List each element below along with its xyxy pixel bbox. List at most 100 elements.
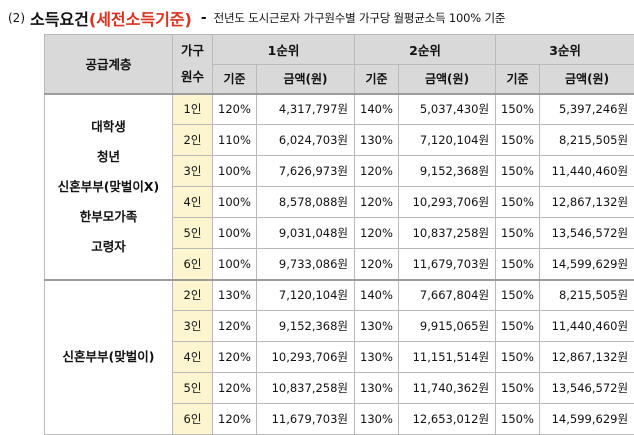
- rank1-amount-cell: 9,733,086원: [255, 248, 356, 280]
- rank1-amount-cell: 6,024,703원: [255, 124, 356, 156]
- supply-tier-cell: 신혼부부(맞벌이): [44, 278, 173, 435]
- table-row: 5인 100% 9,031,048원 120% 10,837,258원 150% 13,54…: [45, 217, 634, 249]
- table-row: 6인 100% 9,733,086원 120% 11,679,703원 150% 14,59…: [45, 248, 634, 280]
- rank3-base-cell: 150%: [495, 403, 541, 435]
- rank2-base-cell: 120%: [354, 186, 400, 218]
- rank2-amount-cell: 12,653,012원: [398, 403, 497, 435]
- household-size-cell: 2인: [172, 124, 213, 156]
- rank3-amount-cell: 14,599,629원: [539, 403, 634, 435]
- rank2-amount-cell: 10,837,258원: [398, 217, 497, 249]
- supply-tier-label: 신혼부부(맞벌이): [62, 349, 155, 365]
- rank2-amount-cell: 9,915,065원: [398, 310, 497, 342]
- supply-tier-label: 청년: [96, 148, 120, 164]
- section-title: 소득요건: [30, 10, 89, 29]
- section-title-highlight: (세전소득기준): [88, 10, 192, 29]
- rank3-base-cell: 150%: [495, 278, 541, 311]
- rank1-amount-cell: 4,317,797원: [255, 92, 356, 125]
- rank1-amount-cell: 9,031,048원: [255, 217, 356, 249]
- rank3-amount-cell: 11,440,460원: [539, 155, 634, 187]
- header-rank2-amount: 금액(원): [398, 64, 497, 94]
- rank3-base-cell: 150%: [495, 217, 541, 249]
- table-row: 6인 120% 11,679,703원 130% 12,653,012원 150% 14,5…: [45, 403, 634, 435]
- household-size-cell: 1인: [172, 92, 213, 125]
- rank3-amount-cell: 12,867,132원: [539, 186, 634, 218]
- table-row: 5인 120% 10,837,258원 130% 11,740,362원 150% 13,5…: [45, 372, 634, 404]
- table-row: 4인 100% 8,578,088원 120% 10,293,706원 150% 12,86…: [45, 186, 634, 218]
- header-rank-2: 2순위: [354, 34, 497, 65]
- rank3-base-cell: 150%: [495, 124, 541, 156]
- rank1-base-cell: 100%: [212, 186, 257, 218]
- rank2-base-cell: 130%: [354, 372, 400, 404]
- rank2-base-cell: 130%: [354, 124, 400, 156]
- rank3-amount-cell: 8,215,505원: [539, 124, 634, 156]
- rank1-amount-cell: 7,626,973원: [255, 155, 356, 187]
- rank1-base-cell: 120%: [212, 310, 257, 342]
- rank1-amount-cell: 9,152,368원: [255, 310, 356, 342]
- header-rank-3: 3순위: [495, 34, 634, 65]
- supply-tier-label: 신혼부부(맞벌이X): [57, 178, 160, 194]
- household-size-cell: 6인: [172, 248, 213, 280]
- income-requirement-table: 공급계층 가구원수 1순위 2순위 3순위 기준 금액(원) 기준 금액(원) …: [44, 34, 634, 435]
- household-size-cell: 2인: [172, 278, 213, 311]
- rank2-base-cell: 140%: [354, 92, 400, 125]
- rank3-base-cell: 150%: [495, 186, 541, 218]
- table-row: 신혼부부(맞벌이) 2인 130% 7,120,104원 140% 7,667,804원 1…: [44, 278, 634, 435]
- section-subtitle: 전년도 도시근로자 가구원수별 가구당 월평균소득 100% 기준: [213, 11, 506, 25]
- rank2-amount-cell: 11,151,514원: [398, 341, 497, 373]
- rank3-amount-cell: 13,546,572원: [539, 217, 634, 249]
- rank3-amount-cell: 11,440,460원: [539, 310, 634, 342]
- rank1-base-cell: 120%: [212, 341, 257, 373]
- rank3-base-cell: 150%: [495, 92, 541, 125]
- rank3-amount-cell: 5,397,246원: [539, 92, 634, 125]
- supply-tier-label: 고령자: [91, 238, 126, 254]
- rank3-amount-cell: 14,599,629원: [539, 248, 634, 280]
- rank2-base-cell: 120%: [354, 155, 400, 187]
- rank1-base-cell: 110%: [212, 124, 257, 156]
- rank2-base-cell: 130%: [354, 341, 400, 373]
- household-size-cell: 3인: [172, 310, 213, 342]
- header-supply-tier: 공급계층: [44, 34, 173, 94]
- rank1-base-cell: 130%: [212, 278, 257, 311]
- rank3-base-cell: 150%: [495, 310, 541, 342]
- household-size-cell: 6인: [172, 403, 213, 435]
- rank2-base-cell: 120%: [354, 248, 400, 280]
- section-heading: (2) 소득요건 (세전소득기준) - 전년도 도시근로자 가구원수별 가구당 …: [8, 6, 505, 30]
- table-row: 2인 110% 6,024,703원 130% 7,120,104원 150% 8,215,…: [45, 124, 634, 156]
- rank3-base-cell: 150%: [495, 341, 541, 373]
- rank2-amount-cell: 11,740,362원: [398, 372, 497, 404]
- household-size-cell: 4인: [172, 186, 213, 218]
- header-household-size: 가구원수: [172, 34, 213, 94]
- rank1-amount-cell: 10,837,258원: [255, 372, 356, 404]
- rank2-amount-cell: 11,679,703원: [398, 248, 497, 280]
- header-rank-1: 1순위: [211, 34, 356, 65]
- rank1-amount-cell: 8,578,088원: [255, 186, 356, 218]
- supply-tier-label: 대학생: [91, 118, 126, 134]
- header-rank3-base: 기준: [495, 64, 541, 94]
- header-rank3-amount: 금액(원): [539, 64, 634, 94]
- rank1-base-cell: 120%: [212, 92, 257, 125]
- supply-tier-label: 한부모가족: [79, 208, 138, 224]
- rank3-base-cell: 150%: [495, 155, 541, 187]
- rank2-base-cell: 130%: [354, 403, 400, 435]
- header-rank1-amount: 금액(원): [255, 64, 356, 94]
- rank3-base-cell: 150%: [495, 372, 541, 404]
- table-row: 대학생 청년 신혼부부(맞벌이X) 한부모가족 고령자 1인 120% 4,317,797원 1…: [44, 92, 634, 280]
- household-size-cell: 4인: [172, 341, 213, 373]
- rank3-amount-cell: 12,867,132원: [539, 341, 634, 373]
- rank3-base-cell: 150%: [495, 248, 541, 280]
- title-dash: -: [200, 10, 207, 26]
- rank1-amount-cell: 11,679,703원: [255, 403, 356, 435]
- rank1-base-cell: 100%: [212, 217, 257, 249]
- rank2-base-cell: 130%: [354, 310, 400, 342]
- rank3-amount-cell: 8,215,505원: [539, 278, 634, 311]
- rank2-amount-cell: 7,667,804원: [398, 278, 497, 311]
- header-rank1-base: 기준: [212, 64, 257, 94]
- rank2-amount-cell: 5,037,430원: [398, 92, 497, 125]
- rank1-base-cell: 100%: [212, 155, 257, 187]
- table-row: 3인 120% 9,152,368원 130% 9,915,065원 150% 11,440…: [45, 310, 634, 342]
- household-size-cell: 5인: [172, 372, 213, 404]
- rank1-amount-cell: 10,293,706원: [255, 341, 356, 373]
- table-row: 3인 100% 7,626,973원 120% 9,152,368원 150% 11,440…: [45, 155, 634, 187]
- household-size-cell: 3인: [172, 155, 213, 187]
